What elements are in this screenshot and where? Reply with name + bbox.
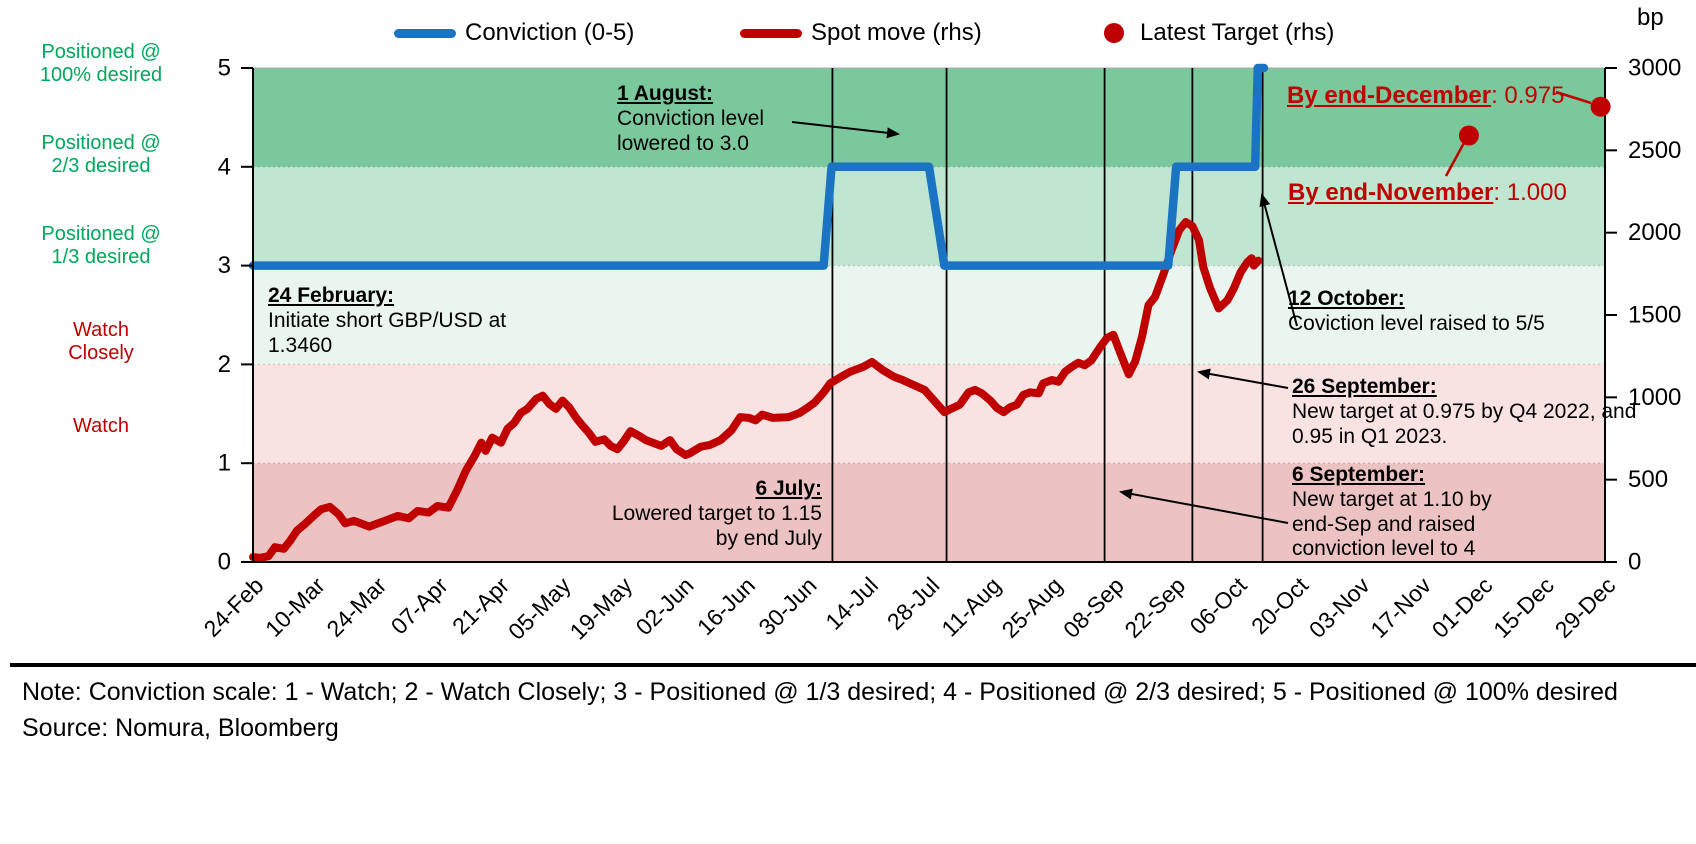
x-tick-label: 16-Jun bbox=[692, 572, 760, 640]
x-tick-label: 05-May bbox=[503, 572, 576, 645]
left-tick-label: 4 bbox=[218, 153, 231, 180]
conviction-band bbox=[253, 265, 1605, 365]
legend-label: Conviction (0-5) bbox=[465, 19, 635, 46]
left-tick-label: 1 bbox=[218, 450, 231, 477]
x-tick-label: 15-Dec bbox=[1488, 572, 1559, 643]
x-tick-label: 08-Sep bbox=[1058, 572, 1129, 643]
x-tick-label: 20-Oct bbox=[1246, 572, 1314, 640]
footer-note-block: Note: Conviction scale: 1 - Watch; 2 - W… bbox=[22, 674, 1682, 746]
chart-plot: 0 1 2 3 4 5 0 500 1000 1500 2000 2500 3000 24-Feb10-M… bbox=[199, 55, 1682, 645]
conviction-line bbox=[248, 63, 1269, 270]
legend-label: Latest Target (rhs) bbox=[1140, 19, 1335, 46]
left-tick-label: 0 bbox=[218, 549, 231, 576]
x-tick-label: 06-Oct bbox=[1185, 572, 1253, 640]
x-tick-label: 11-Aug bbox=[936, 572, 1006, 642]
conviction-band bbox=[253, 68, 1605, 167]
x-tick-label: 17-Nov bbox=[1365, 572, 1436, 643]
left-tick-label: 5 bbox=[218, 55, 231, 82]
x-tick-label: 02-Jun bbox=[631, 572, 699, 640]
annotation-12-october: 12 October: Coviction level raised to 5/… bbox=[1288, 287, 1545, 335]
annotation-24-february: 24 February: Initiate short GBP/USD at 1… bbox=[268, 284, 507, 357]
right-tick-label: 0 bbox=[1628, 549, 1641, 576]
band-label-watch: Watch bbox=[73, 415, 129, 437]
right-tick-label: 1000 bbox=[1628, 384, 1681, 411]
right-tick-label: 500 bbox=[1628, 466, 1668, 493]
target-dot-swatch bbox=[1104, 23, 1124, 43]
x-tick-label: 14-Jul bbox=[820, 572, 883, 635]
right-tick-label: 2500 bbox=[1628, 137, 1681, 164]
legend-item-conviction: Conviction (0-5) bbox=[394, 19, 635, 46]
band-label-positioned-100: Positioned @ 100% desired bbox=[39, 41, 163, 86]
x-tick-label: 01-Dec bbox=[1427, 572, 1498, 643]
legend-label: Spot move (rhs) bbox=[811, 19, 982, 46]
annotation-by-end-november: By end-November: 1.000 bbox=[1288, 179, 1567, 206]
annotation-26-september: 26 September: New target at 0.975 by Q4 … bbox=[1292, 375, 1637, 448]
band-label-positioned-2-3: Positioned @ 2/3 desired bbox=[41, 132, 161, 177]
left-tick-label: 3 bbox=[218, 252, 231, 279]
conviction-band bbox=[253, 463, 1605, 562]
band-label-watch-closely: Watch Closely bbox=[68, 319, 134, 364]
right-tick-label: 1500 bbox=[1628, 302, 1681, 329]
annotation-1-august: 1 August: Conviction level lowered to 3.… bbox=[617, 82, 765, 155]
x-tick-label: 28-Jul bbox=[882, 572, 945, 635]
x-tick-label: 07-Apr bbox=[386, 572, 453, 639]
annotation-arrow bbox=[1119, 488, 1289, 524]
legend-item-spot-move: Spot move (rhs) bbox=[740, 19, 982, 46]
spot-move-line-swatch bbox=[740, 28, 802, 38]
note-text: Note: Conviction scale: 1 - Watch; 2 - W… bbox=[22, 678, 1618, 706]
right-tick-label: 2000 bbox=[1628, 219, 1681, 246]
x-tick-label: 25-Aug bbox=[997, 572, 1068, 643]
x-tick-label: 24-Mar bbox=[321, 572, 391, 642]
x-tick-label: 19-May bbox=[565, 572, 638, 645]
source-text: Source: Nomura, Bloomberg bbox=[22, 714, 339, 742]
latest-target-dot bbox=[1458, 125, 1479, 146]
target-connector-line bbox=[1555, 90, 1592, 105]
legend-item-latest-target: Latest Target (rhs) bbox=[1104, 19, 1335, 46]
left-tick-label: 2 bbox=[218, 351, 231, 378]
x-tick-label: 22-Sep bbox=[1119, 572, 1190, 643]
x-tick-label: 21-Apr bbox=[447, 572, 514, 639]
footer-divider bbox=[10, 663, 1696, 667]
target-connector-line bbox=[1444, 140, 1467, 177]
right-tick-label: 3000 bbox=[1628, 55, 1681, 82]
x-tick-label: 10-Mar bbox=[260, 572, 330, 642]
annotation-6-july: 6 July: Lowered target to 1.15 by end Ju… bbox=[611, 477, 822, 550]
band-label-positioned-1-3: Positioned @ 1/3 desired bbox=[41, 223, 161, 268]
x-tick-label: 30-Jun bbox=[753, 572, 821, 640]
spot-move-line bbox=[249, 217, 1263, 562]
conviction-line-swatch bbox=[394, 28, 456, 38]
annotation-by-end-december: By end-December: 0.975 bbox=[1287, 82, 1565, 109]
x-tick-label: 24-Feb bbox=[199, 572, 269, 642]
annotation-arrow bbox=[1259, 193, 1298, 327]
latest-target-dot bbox=[1590, 96, 1611, 117]
x-tick-label: 03-Nov bbox=[1304, 572, 1375, 643]
right-axis-unit-label: bp bbox=[1637, 4, 1664, 31]
x-tick-label: 29-Dec bbox=[1550, 572, 1621, 643]
annotation-arrow bbox=[791, 121, 900, 139]
annotation-6-september: 6 September: New target at 1.10 by end-S… bbox=[1292, 463, 1492, 561]
annotation-arrow bbox=[1197, 368, 1289, 389]
